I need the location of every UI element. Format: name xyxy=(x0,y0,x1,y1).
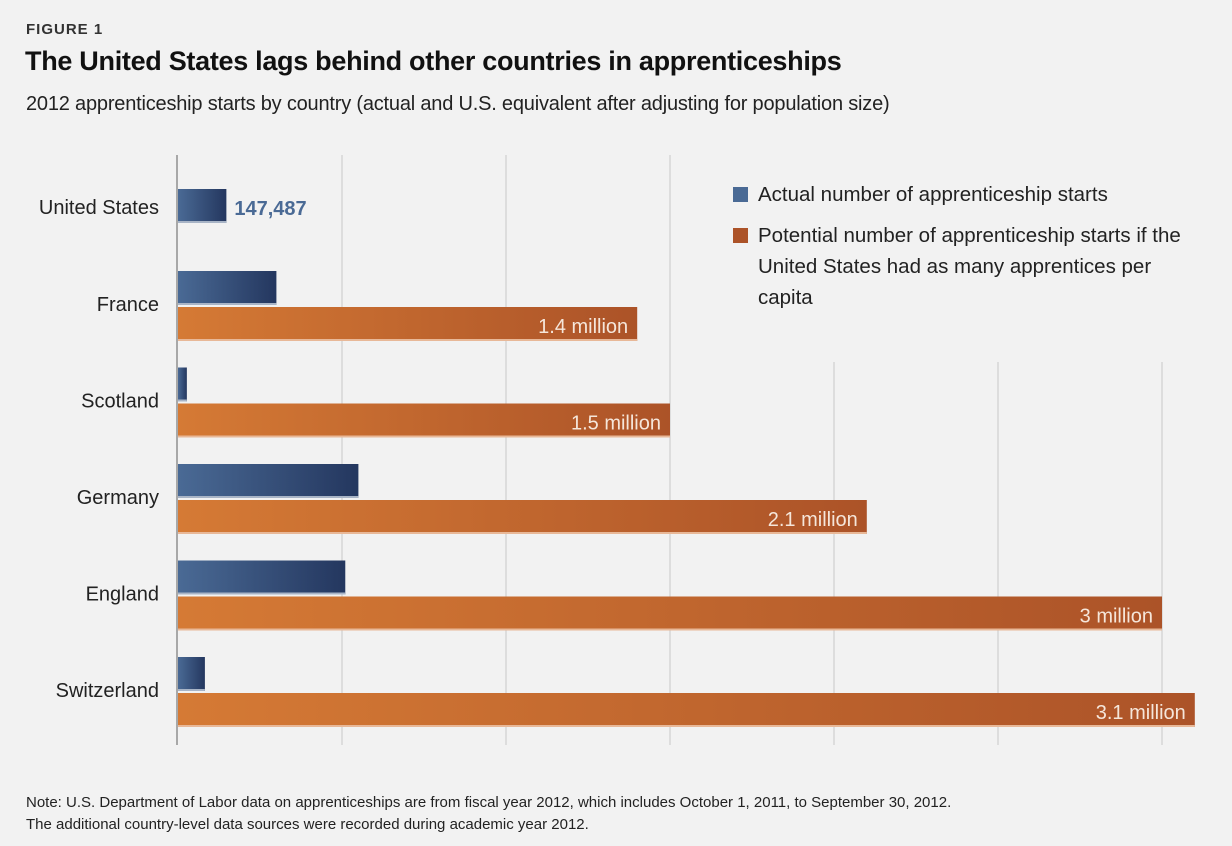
bar-potential-shadow xyxy=(178,339,638,341)
bar-actual xyxy=(178,367,187,402)
bar-value-label: 3 million xyxy=(1080,606,1153,628)
note-line-2: The additional country-level data source… xyxy=(26,816,589,833)
legend-label-actual: Actual number of apprenticeship starts xyxy=(758,183,1108,206)
legend-swatch-actual xyxy=(733,187,748,202)
labels: United States 147,487 France 1.4 million Sco… xyxy=(39,197,1186,724)
chart-subtitle: 2012 apprenticeship starts by country (a… xyxy=(26,93,890,115)
bar-value-label: 2.1 million xyxy=(768,509,858,531)
gridlines xyxy=(176,155,1163,745)
bar-value-label: 147,487 xyxy=(234,198,306,220)
bar-actual-shadow xyxy=(178,689,205,691)
legend-item-potential: Potential number of apprenticeship start… xyxy=(733,220,1198,313)
bar-actual-shadow xyxy=(178,496,359,498)
bar-actual xyxy=(178,657,205,691)
category-label: Switzerland xyxy=(56,680,159,702)
bar-potential-shadow xyxy=(178,628,1162,631)
category-label: France xyxy=(97,294,159,316)
note-line-1: Note: U.S. Department of Labor data on a… xyxy=(26,794,952,811)
bar-value-label: 1.5 million xyxy=(571,413,661,435)
bar-potential xyxy=(178,307,638,341)
bars xyxy=(178,189,1195,727)
bar-value-label: 3.1 million xyxy=(1096,702,1186,724)
note: Note: U.S. Department of Labor data on a… xyxy=(26,792,951,836)
bar-potential-shadow xyxy=(178,725,1195,727)
bar-actual xyxy=(178,189,227,223)
bar-potential xyxy=(178,596,1162,631)
bar-actual-shadow xyxy=(178,399,187,402)
legend: Actual number of apprenticeship starts P… xyxy=(733,179,1203,323)
category-label: Germany xyxy=(77,487,159,509)
legend-label-potential: Potential number of apprenticeship start… xyxy=(758,224,1181,309)
bar-actual-shadow xyxy=(178,592,346,595)
category-label: England xyxy=(86,584,159,606)
bar-actual xyxy=(178,464,359,498)
bar-actual-shadow xyxy=(178,221,227,223)
bar-potential-shadow xyxy=(178,532,867,534)
category-label: Scotland xyxy=(81,391,159,413)
figure-label: FIGURE 1 xyxy=(26,21,104,38)
category-label: United States xyxy=(39,197,159,219)
legend-swatch-potential xyxy=(733,228,748,243)
chart-title: The United States lags behind other coun… xyxy=(25,46,842,76)
bar-actual xyxy=(178,271,277,305)
bar-value-label: 1.4 million xyxy=(538,316,628,338)
bar-actual-shadow xyxy=(178,303,277,305)
bar-potential xyxy=(178,403,670,438)
bar-actual xyxy=(178,560,346,595)
bar-potential-shadow xyxy=(178,435,670,438)
legend-item-actual: Actual number of apprenticeship starts xyxy=(733,179,1203,210)
bar-potential xyxy=(178,693,1195,727)
bar-potential xyxy=(178,500,867,534)
